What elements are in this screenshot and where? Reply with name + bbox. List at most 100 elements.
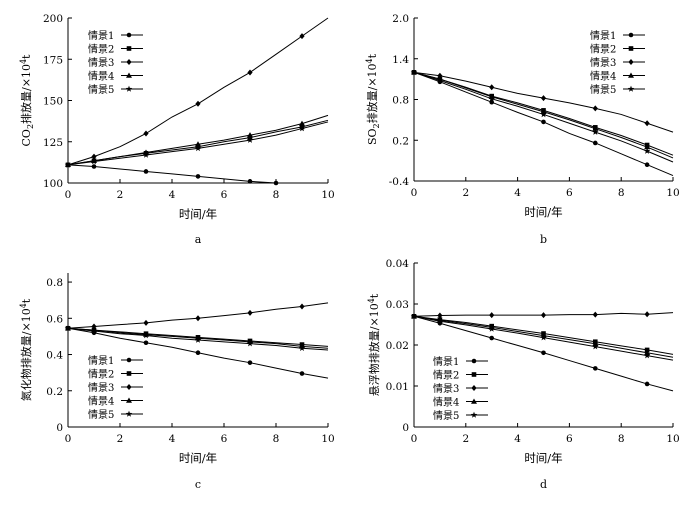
data-point — [540, 334, 547, 341]
data-point — [540, 95, 547, 102]
data-point — [64, 324, 72, 332]
data-point — [644, 120, 650, 127]
x-tick-label: 4 — [514, 433, 521, 445]
y-tick-label: 0.04 — [386, 258, 410, 270]
y-tick-label: 0.2 — [46, 386, 63, 398]
data-point — [643, 352, 651, 359]
legend-marker — [126, 32, 132, 38]
data-point — [299, 371, 305, 376]
legend-marker — [628, 46, 634, 51]
panel-caption: c — [195, 478, 201, 491]
x-tick-label: 10 — [321, 189, 334, 201]
y-axis-label: CO2排放量/×104t — [19, 54, 35, 147]
data-point — [541, 350, 546, 356]
legend-marker — [125, 85, 133, 92]
data-point — [91, 153, 97, 160]
y-tick-label: 0 — [402, 422, 409, 434]
legend-label: 情景1 — [590, 29, 616, 42]
series-5 — [64, 121, 329, 168]
data-point — [644, 162, 650, 167]
series-5 — [64, 324, 329, 351]
y-axis-label-part: 排放量/×10 — [19, 64, 33, 124]
y-tick-label: 0.4 — [46, 350, 63, 362]
data-point — [540, 312, 547, 319]
data-point — [489, 312, 495, 319]
chart-panel-b: 0 2 4 6 8 10-0.40.20.81.42.0时间/年bSO2排放量/×104t… — [365, 13, 680, 246]
y-axis-label-part: 悬浮物排放量/×10 — [367, 303, 381, 396]
y-axis-label-part: t — [20, 298, 33, 303]
data-point — [592, 343, 599, 350]
series-5 — [410, 68, 674, 163]
legend-label: 情景5 — [433, 409, 459, 422]
x-tick-label: 2 — [462, 433, 469, 445]
data-point — [195, 100, 201, 107]
y-tick-label: 125 — [43, 137, 63, 149]
legend-marker — [126, 384, 132, 390]
x-axis-label: 时间/年 — [524, 451, 562, 465]
x-tick-label: 4 — [169, 189, 176, 201]
panel-caption: a — [195, 233, 202, 246]
y-axis-label: 悬浮物排放量/×104t — [367, 293, 381, 396]
data-point — [488, 95, 495, 102]
data-point — [437, 312, 443, 319]
y-axis-label-part: 4 — [19, 59, 28, 64]
data-point — [489, 335, 495, 341]
series-3 — [65, 302, 329, 332]
legend-label: 情景1 — [88, 29, 114, 42]
y-axis-label-part: t — [20, 54, 33, 59]
legend-label: 情景4 — [88, 70, 114, 83]
series-2 — [411, 314, 674, 355]
legend-marker — [126, 371, 132, 376]
data-point — [143, 130, 149, 137]
data-point — [195, 315, 201, 322]
x-tick-label: 2 — [462, 187, 469, 199]
y-axis-label: 氮化物排放量/×104t — [19, 298, 33, 401]
legend-label: 情景2 — [88, 43, 114, 56]
data-point — [91, 323, 97, 330]
y-tick-label: 0.8 — [46, 277, 63, 289]
y-axis-label-part: 4 — [367, 298, 376, 303]
y-axis-label-part: 氮化物排放量/×10 — [19, 308, 33, 401]
chart-panel-c: 0 2 4 6 8 1000.20.40.60.8时间/年c氮化物排放量/×104t情景1… — [19, 273, 335, 491]
y-axis-label-part: 4 — [19, 303, 28, 308]
series-line — [413, 71, 674, 163]
series-2 — [65, 325, 329, 347]
data-point — [143, 340, 149, 346]
y-axis-label-part: 4 — [365, 58, 374, 63]
x-tick-label: 6 — [221, 189, 228, 201]
data-point — [593, 366, 598, 371]
legend-label: 情景1 — [433, 355, 459, 368]
data-point — [64, 161, 72, 168]
y-axis-label-part: t — [366, 53, 379, 58]
legend-label: 情景2 — [590, 43, 616, 56]
legend-label: 情景5 — [590, 83, 616, 96]
data-point — [195, 350, 201, 356]
data-point — [298, 125, 306, 132]
series-1 — [65, 162, 279, 186]
data-point — [299, 303, 305, 310]
data-point — [90, 327, 98, 334]
data-point — [644, 311, 650, 318]
legend-marker — [628, 59, 634, 65]
data-point — [246, 340, 254, 347]
data-point — [91, 164, 97, 169]
data-point — [644, 381, 650, 387]
legend-marker — [628, 32, 634, 38]
x-tick-label: 10 — [666, 187, 679, 199]
x-tick-label: 8 — [618, 187, 625, 199]
y-tick-label: 0.2 — [392, 135, 409, 147]
legend-marker — [471, 385, 477, 391]
y-axis-label-part: 2 — [372, 123, 381, 128]
legend-label: 情景3 — [88, 381, 114, 394]
x-tick-label: 8 — [273, 433, 280, 445]
y-tick-label: 100 — [43, 178, 63, 190]
y-tick-label: 0.03 — [386, 299, 409, 311]
data-point — [273, 180, 279, 186]
x-axis-label: 时间/年 — [179, 207, 217, 221]
legend-marker — [126, 397, 132, 403]
x-tick-label: 6 — [566, 433, 573, 445]
legend-marker — [126, 59, 132, 65]
x-tick-label: 6 — [221, 433, 228, 445]
data-point — [436, 77, 444, 84]
x-axis-label: 时间/年 — [524, 205, 562, 219]
